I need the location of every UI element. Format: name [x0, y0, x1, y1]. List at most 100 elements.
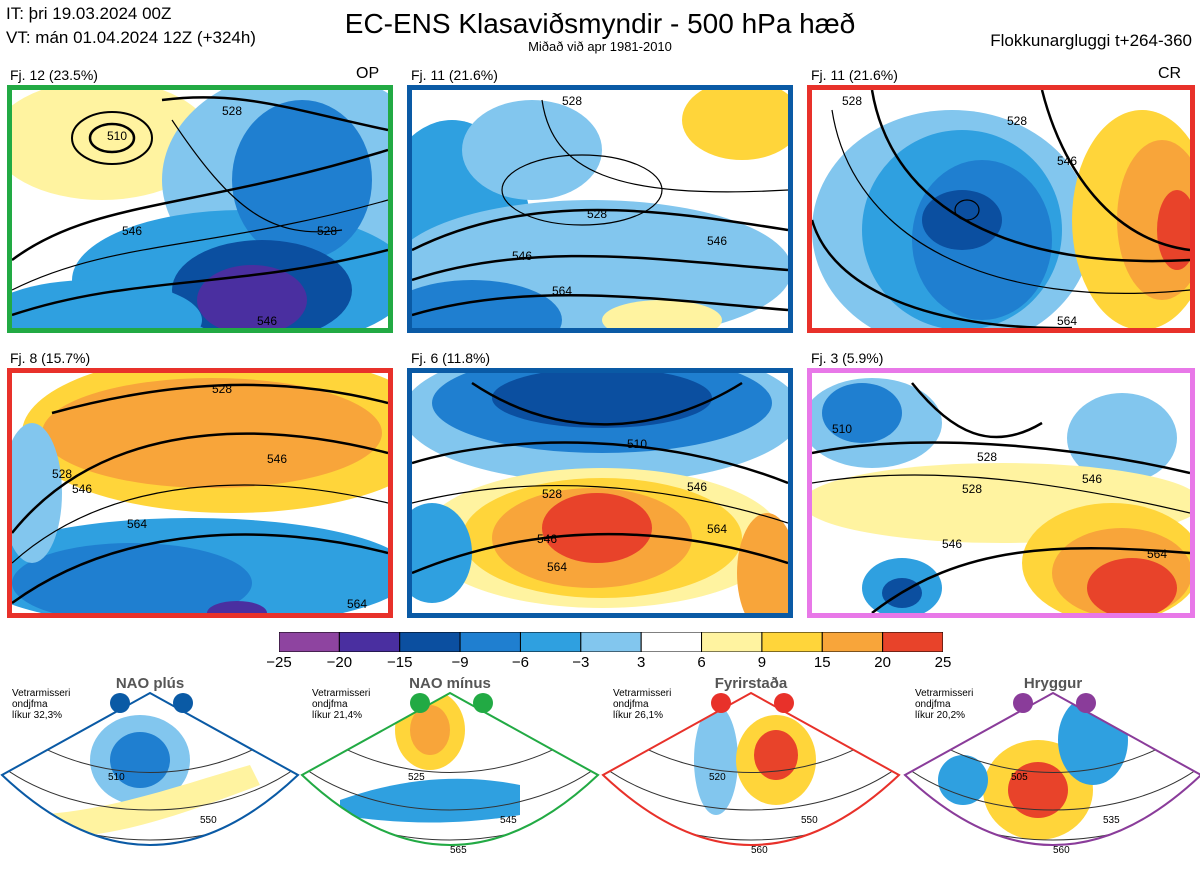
contour-label: 546 [257, 314, 277, 328]
colorbar-segment [882, 632, 943, 652]
regime-note-line: líkur 20,2% [915, 710, 966, 721]
regime-contour-label: 520 [709, 772, 726, 783]
regime-1: NAO plús Vetrarmisseri ondjfma líkur 32,3% 5… [0, 675, 300, 871]
regime-2: NAO mínus Vetrarmisseri ondjfma líkur 21,4%… [300, 675, 600, 871]
regime-contour-label: 525 [408, 772, 425, 783]
regime-contour-label: 550 [200, 815, 217, 826]
colorbar-segment [459, 632, 521, 652]
contour-label: 528 [842, 94, 862, 108]
contour-label: 546 [942, 537, 962, 551]
cluster-map-3: 528 546 528 564 [807, 85, 1195, 333]
regime-contour-label: 505 [1011, 772, 1028, 783]
contour-label: 564 [1147, 547, 1167, 561]
contour-label: 546 [707, 234, 727, 248]
regime-note-line: ondjfma [12, 699, 48, 710]
regime-marker [711, 693, 731, 713]
regime-note-line: Vetrarmisseri [312, 688, 371, 699]
colorbar-tick: 9 [757, 654, 767, 671]
regime-note: Vetrarmisseri ondjfma líkur 32,3% [12, 688, 70, 721]
valid-time: VT: mán 01.04.2024 12Z (+324h) [6, 28, 256, 47]
contour-label: 546 [72, 482, 92, 496]
panel-5-label: Fj. 6 (11.8%) [411, 350, 491, 366]
regime-3-map [601, 691, 901, 846]
contour-label: 510 [832, 422, 852, 436]
panel-3-label: Fj. 11 (21.6%) [811, 67, 898, 83]
colorbar-segment [761, 632, 823, 652]
panel-1-tag: OP [356, 65, 380, 82]
contour-label: 564 [127, 517, 147, 531]
regime-3: Fyrirstaða Vetrarmisseri ondjfma líkur 26,1… [601, 675, 901, 871]
regime-title: Hryggur [1023, 675, 1083, 692]
regime-note-line: ondjfma [613, 699, 649, 710]
contour-label: 546 [1057, 154, 1077, 168]
contour-label: 546 [267, 452, 287, 466]
cluster-map-4-field: 528 528 546 546 564 564 [12, 373, 388, 613]
panel-2-label: Fj. 11 (21.6%) [411, 67, 498, 83]
contour-label: 546 [122, 224, 142, 238]
contour-label: 528 [562, 94, 582, 108]
regime-marker [774, 693, 794, 713]
regime-marker [473, 693, 493, 713]
regime-contour-label: 560 [751, 845, 768, 856]
contour-label: 546 [687, 480, 707, 494]
regime-title: NAO mínus [409, 675, 491, 692]
regime-contour-label: 565 [450, 845, 467, 856]
colorbar-segment [580, 632, 642, 652]
cluster-map-2: 528 546 546 564 528 [407, 85, 793, 333]
regime-4-map [903, 691, 1200, 846]
regime-note: Vetrarmisseri ondjfma líkur 26,1% [613, 688, 671, 721]
contour-label: 564 [1057, 314, 1077, 328]
cluster-map-5: 510 528 546 546 564 564 [407, 368, 793, 618]
regime-note-line: líkur 26,1% [613, 710, 664, 721]
regime-marker [410, 693, 430, 713]
cluster-map-1-field: 510 528 546 528 546 [12, 90, 388, 328]
panel-4-label: Fj. 8 (15.7%) [10, 350, 91, 366]
contour-label: 528 [212, 382, 232, 396]
cluster-map-6: 510 528 528 546 564 546 [807, 368, 1195, 618]
contour-label: 546 [1082, 472, 1102, 486]
regime-marker [1013, 693, 1033, 713]
colorbar-tick: −6 [511, 654, 529, 671]
regime-note-line: Vetrarmisseri [12, 688, 71, 699]
cluster-map-3-field: 528 546 528 564 [812, 90, 1190, 328]
colorbar-segment [821, 632, 884, 652]
contour-label: 528 [52, 467, 72, 481]
contour-label: 528 [977, 450, 997, 464]
colorbar-segment [279, 632, 340, 652]
regime-contour-label: 560 [1053, 845, 1070, 856]
cluster-map-5-field: 510 528 546 546 564 564 [412, 373, 788, 613]
regime-contour-label: 545 [500, 815, 517, 826]
regime-2-map [300, 691, 600, 846]
contour-label: 564 [707, 522, 727, 536]
contour-label: 528 [222, 104, 242, 118]
colorbar-tick: −20 [326, 654, 353, 671]
regime-note: Vetrarmisseri ondjfma líkur 20,2% [915, 688, 973, 721]
contour-label: 564 [347, 597, 367, 611]
colorbar-segment [701, 632, 763, 652]
regime-marker [110, 693, 130, 713]
contour-label: 528 [1007, 114, 1027, 128]
regime-note-line: Vetrarmisseri [613, 688, 672, 699]
contour-label: 546 [512, 249, 532, 263]
page-subtitle: Miðað við apr 1981-2010 [528, 39, 672, 54]
regime-note-line: líkur 21,4% [312, 710, 363, 721]
colorbar-segment [399, 632, 461, 652]
colorbar-tick: 6 [697, 654, 706, 671]
regime-contour-label: 535 [1103, 815, 1120, 826]
regime-title: NAO plús [115, 675, 185, 692]
contour-label: 564 [552, 284, 572, 298]
regime-note-line: Vetrarmisseri [915, 688, 974, 699]
contour-label: 528 [317, 224, 337, 238]
colorbar-segment [640, 632, 703, 652]
colorbar-tick: −25 [266, 654, 292, 671]
regime-marker [173, 693, 193, 713]
panel-3-tag: CR [1158, 65, 1182, 82]
colorbar-tick: 20 [874, 654, 891, 671]
initial-time: IT: þri 19.03.2024 00Z [6, 4, 172, 23]
contour-label: 510 [107, 129, 127, 143]
regime-3-markers [711, 693, 794, 713]
regime-note-line: ondjfma [312, 699, 348, 710]
regime-marker [1076, 693, 1096, 713]
cluster-map-4: 528 528 546 546 564 564 [7, 368, 393, 618]
page-title: EC-ENS Klasaviðsmyndir - 500 hPa hæð [344, 8, 856, 39]
